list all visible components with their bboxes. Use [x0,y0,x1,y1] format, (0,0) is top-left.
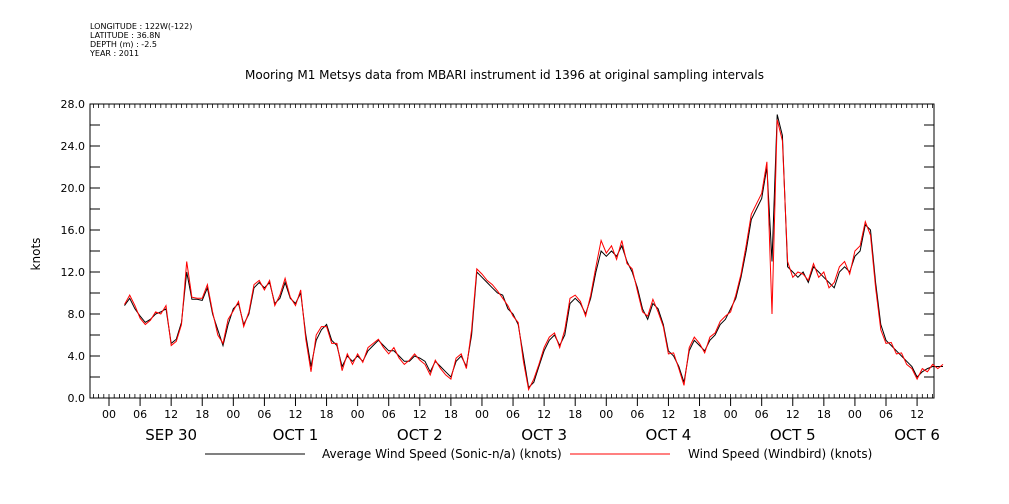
x-tick-label: 12 [661,408,675,421]
y-tick-label: 8.0 [68,308,86,321]
x-tick-label: 00 [102,408,116,421]
x-tick-label: 18 [320,408,334,421]
metadata-longitude: LONGITUDE : 122W(-122) [90,22,193,31]
x-tick-label: 06 [382,408,396,421]
x-tick-label: 18 [817,408,831,421]
y-tick-label: 12.0 [61,266,86,279]
x-tick-label: 00 [848,408,862,421]
minor-tick-marks [93,104,933,398]
x-tick-label: 12 [537,408,551,421]
x-tick-label: 12 [910,408,924,421]
chart-title: Mooring M1 Metsys data from MBARI instru… [245,68,764,82]
y-tick-label: 16.0 [61,224,86,237]
x-tick-label: 00 [226,408,240,421]
metadata-depth: DEPTH (m) : -2.5 [90,40,157,49]
x-tick-label: 12 [786,408,800,421]
legend-label-sonic: Average Wind Speed (Sonic-n/a) (knots) [322,447,562,461]
legend-label-windbird: Wind Speed (Windbird) (knots) [688,447,872,461]
x-tick-label: 12 [164,408,178,421]
x-tick-label: 06 [879,408,893,421]
x-tick-label: 18 [444,408,458,421]
x-tick-label: 00 [599,408,613,421]
x-axis: 00 06 12 18 00 06 12 18 00 06 12 18 00 06 12 18 00 06 12 18… [102,398,940,444]
x-day-label: SEP 30 [145,426,197,444]
legend: Average Wind Speed (Sonic-n/a) (knots) W… [205,447,872,461]
x-tick-label: 06 [755,408,769,421]
y-tick-label: 28.0 [61,98,86,111]
x-tick-label: 12 [288,408,302,421]
x-tick-label: 06 [506,408,520,421]
x-tick-label: 00 [351,408,365,421]
metadata-year: YEAR : 2011 [90,49,140,58]
x-tick-label: 06 [630,408,644,421]
y-tick-label: 4.0 [68,350,86,363]
x-day-label: OCT 1 [273,426,319,444]
x-tick-label: 18 [195,408,209,421]
x-day-label: OCT 3 [521,426,567,444]
series-layer [124,114,944,392]
series-line-windbird [124,119,944,392]
minor-ticks [93,104,933,398]
x-day-label: OCT 2 [397,426,443,444]
metadata-latitude: LATITUDE : 36.8N [90,31,161,40]
x-day-label: OCT 4 [646,426,692,444]
x-day-label: OCT 5 [770,426,816,444]
x-tick-label: 18 [568,408,582,421]
series-line-sonic [124,114,943,389]
y-tick-label: 0.0 [68,392,86,405]
x-tick-label: 00 [475,408,489,421]
y-axis-label: knots [29,238,43,271]
x-tick-label: 06 [133,408,147,421]
x-tick-label: 12 [413,408,427,421]
x-day-label: OCT 6 [894,426,940,444]
x-tick-label: 18 [693,408,707,421]
y-axis: 0.0 4.0 8.0 12.0 16.0 20.0 24.0 28.0 [61,98,934,405]
y-tick-label: 24.0 [61,140,86,153]
plot-frame [89,103,935,399]
x-tick-label: 06 [257,408,271,421]
y-tick-label: 20.0 [61,182,86,195]
x-tick-label: 00 [724,408,738,421]
metadata-block: LONGITUDE : 122W(-122) LATITUDE : 36.8N … [90,22,192,58]
